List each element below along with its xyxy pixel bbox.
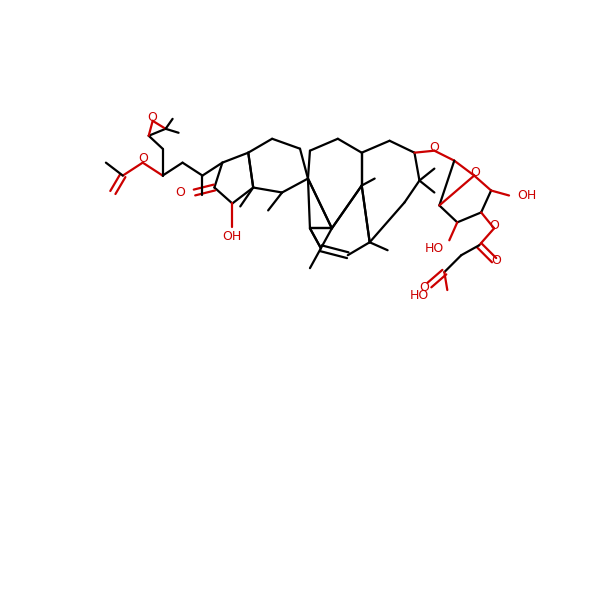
Text: O: O (430, 141, 439, 154)
Text: OH: OH (517, 189, 536, 202)
Text: HO: HO (410, 289, 430, 302)
Text: O: O (419, 281, 430, 293)
Text: HO: HO (425, 242, 445, 255)
Text: O: O (489, 219, 499, 232)
Text: O: O (176, 186, 185, 199)
Text: O: O (138, 152, 148, 165)
Text: O: O (491, 254, 501, 266)
Text: O: O (148, 112, 158, 124)
Text: O: O (470, 166, 480, 179)
Text: OH: OH (223, 230, 242, 243)
